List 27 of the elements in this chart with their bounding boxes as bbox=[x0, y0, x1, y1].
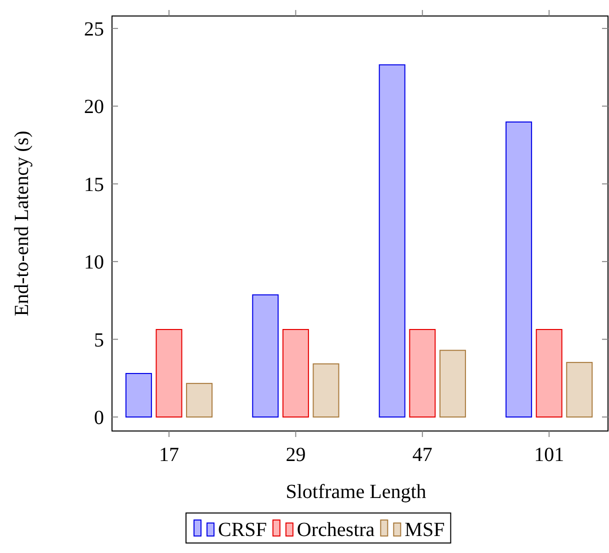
x-tick-label: 29 bbox=[286, 444, 306, 466]
y-tick-label: 20 bbox=[84, 96, 104, 118]
bar bbox=[282, 329, 309, 418]
x-axis-title: Slotframe Length bbox=[286, 481, 426, 503]
bar bbox=[506, 122, 532, 418]
legend-label: MSF bbox=[404, 519, 445, 541]
legend-label: Orchestra bbox=[296, 519, 375, 541]
bar bbox=[439, 350, 466, 418]
bar bbox=[536, 329, 562, 418]
y-tick-label: 5 bbox=[94, 329, 104, 352]
bar bbox=[409, 329, 436, 418]
bar bbox=[378, 64, 406, 418]
bar bbox=[252, 294, 279, 418]
bar bbox=[125, 372, 152, 418]
y-axis-title: End-to-end Latency (s) bbox=[11, 130, 33, 316]
bar bbox=[566, 362, 593, 418]
x-tick-label: 47 bbox=[412, 444, 432, 466]
y-tick-label: 15 bbox=[84, 174, 104, 196]
x-tick-label: 101 bbox=[534, 444, 564, 466]
y-tick-label: 10 bbox=[84, 252, 104, 274]
y-tick-label: 0 bbox=[94, 407, 104, 430]
legend-label: CRSF bbox=[218, 519, 267, 541]
bar bbox=[156, 329, 182, 418]
bar bbox=[312, 363, 340, 418]
bar bbox=[186, 382, 213, 418]
x-tick-label: 17 bbox=[159, 444, 179, 466]
y-tick-label: 25 bbox=[84, 18, 104, 40]
